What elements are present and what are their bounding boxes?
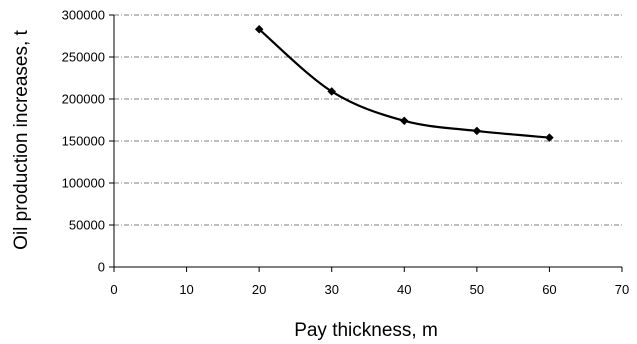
x-tick-label: 70 <box>615 282 629 297</box>
y-axis-ticks: 0 50000 100000 150000 200000 250000 300000 <box>62 8 114 275</box>
y-tick-label: 200000 <box>62 92 105 107</box>
x-tick-label: 20 <box>252 282 266 297</box>
grid-lines <box>114 14 622 226</box>
x-axis-ticks: 0 10 20 30 40 50 60 70 <box>110 267 629 297</box>
y-tick-label: 0 <box>98 260 105 275</box>
y-tick-label: 50000 <box>69 218 105 233</box>
x-tick-label: 60 <box>542 282 556 297</box>
series <box>254 24 554 142</box>
y-tick-label: 300000 <box>62 8 105 23</box>
data-point-marker <box>545 133 554 142</box>
x-tick-label: 50 <box>470 282 484 297</box>
y-tick-label: 100000 <box>62 176 105 191</box>
data-point-marker <box>327 87 337 96</box>
data-point-marker <box>254 24 264 34</box>
y-tick-label: 150000 <box>62 134 105 149</box>
y-tick-label: 250000 <box>62 50 105 65</box>
x-tick-label: 10 <box>179 282 193 297</box>
x-tick-label: 40 <box>397 282 411 297</box>
data-point-marker <box>399 116 409 126</box>
x-axis-title: Pay thickness, m <box>294 320 438 341</box>
x-tick-label: 0 <box>110 282 117 297</box>
data-point-marker <box>472 126 482 136</box>
x-tick-label: 30 <box>324 282 338 297</box>
y-axis-title: Oil production increases, t <box>11 29 32 249</box>
